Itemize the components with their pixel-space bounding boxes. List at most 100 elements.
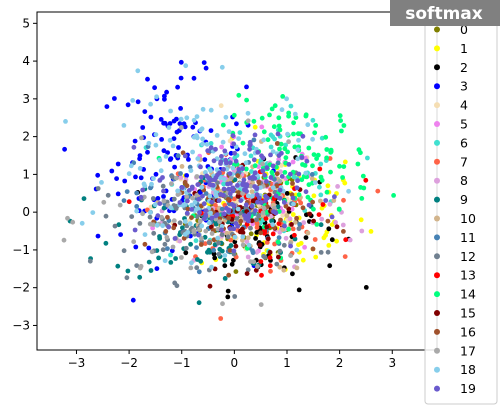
- data-point: [112, 223, 118, 229]
- data-point: [109, 168, 115, 174]
- data-point: [133, 174, 138, 180]
- legend-label: 0: [460, 22, 468, 37]
- data-point: [335, 184, 340, 189]
- data-point: [240, 166, 246, 172]
- data-point: [165, 246, 170, 252]
- legend-entry-18: 18: [434, 362, 476, 377]
- data-point: [146, 259, 152, 265]
- data-point: [282, 170, 288, 175]
- data-point: [200, 193, 205, 199]
- data-point: [269, 169, 275, 175]
- data-point: [285, 149, 290, 155]
- x-tick-label: −1: [173, 356, 191, 370]
- data-point: [169, 181, 174, 187]
- data-point: [191, 75, 197, 81]
- data-point: [268, 152, 273, 158]
- data-point: [156, 255, 162, 261]
- data-point: [157, 201, 163, 207]
- data-point: [226, 129, 232, 135]
- data-point: [203, 191, 209, 196]
- data-point: [160, 247, 166, 253]
- data-point: [199, 223, 205, 229]
- data-point: [95, 233, 101, 239]
- data-point: [226, 186, 232, 192]
- legend-marker: [434, 253, 440, 260]
- data-point: [219, 64, 225, 70]
- data-point: [206, 175, 212, 181]
- data-point: [125, 268, 131, 274]
- data-point: [245, 110, 251, 116]
- data-point: [264, 210, 270, 215]
- data-point: [236, 190, 241, 195]
- data-point: [200, 136, 206, 142]
- data-point: [237, 130, 243, 136]
- data-point: [154, 266, 160, 271]
- legend-marker: [434, 272, 440, 279]
- data-point: [279, 150, 284, 156]
- legend-marker: [434, 26, 440, 33]
- data-point: [198, 190, 203, 195]
- data-point: [276, 254, 281, 260]
- data-point: [286, 226, 292, 232]
- data-point: [161, 120, 167, 126]
- data-point: [207, 283, 213, 289]
- points-layer: [61, 59, 396, 321]
- data-point: [234, 216, 240, 221]
- data-point: [321, 235, 327, 241]
- legend-label: 12: [460, 249, 476, 264]
- data-point: [314, 222, 320, 227]
- data-point: [368, 229, 374, 234]
- data-point: [137, 221, 143, 226]
- data-point: [186, 157, 191, 162]
- data-point: [258, 185, 263, 191]
- data-point: [278, 141, 284, 147]
- data-point: [115, 263, 121, 269]
- data-point: [288, 243, 293, 249]
- data-point: [225, 197, 231, 202]
- data-point: [231, 203, 237, 209]
- x-tick-label: 0: [231, 356, 239, 370]
- data-point: [117, 202, 123, 208]
- x-axis: −3 −2 −1 0 1 2 3: [68, 350, 396, 370]
- legend-entry-14: 14: [434, 287, 476, 302]
- data-point: [190, 195, 195, 201]
- data-point: [209, 182, 214, 188]
- data-point: [203, 212, 209, 218]
- data-point: [231, 257, 236, 263]
- data-point: [246, 218, 251, 224]
- data-point: [182, 179, 188, 185]
- data-point: [232, 234, 238, 240]
- data-point: [169, 248, 175, 254]
- data-point: [318, 161, 324, 167]
- data-point: [134, 208, 140, 214]
- data-point: [145, 149, 150, 155]
- data-point: [253, 267, 259, 273]
- data-point: [209, 231, 215, 236]
- data-point: [199, 235, 204, 241]
- data-point: [130, 297, 136, 303]
- legend-label: 3: [460, 79, 468, 94]
- data-point: [249, 203, 255, 209]
- data-point: [87, 258, 93, 264]
- data-point: [151, 230, 157, 236]
- data-point: [175, 188, 181, 194]
- data-point: [126, 199, 132, 205]
- data-point: [249, 169, 254, 174]
- title-banner-background: [390, 0, 500, 26]
- data-point: [291, 131, 296, 137]
- data-point: [251, 198, 256, 204]
- data-point: [274, 261, 280, 267]
- data-point: [281, 267, 287, 273]
- data-point: [338, 118, 343, 123]
- data-point: [126, 171, 132, 177]
- data-point: [251, 259, 257, 265]
- data-point: [295, 147, 301, 153]
- data-point: [191, 229, 197, 235]
- data-point: [161, 194, 166, 199]
- data-point: [222, 257, 228, 263]
- data-point: [255, 149, 261, 155]
- data-point: [170, 244, 176, 250]
- data-point: [194, 135, 200, 141]
- data-point: [115, 161, 121, 167]
- data-point: [61, 237, 67, 243]
